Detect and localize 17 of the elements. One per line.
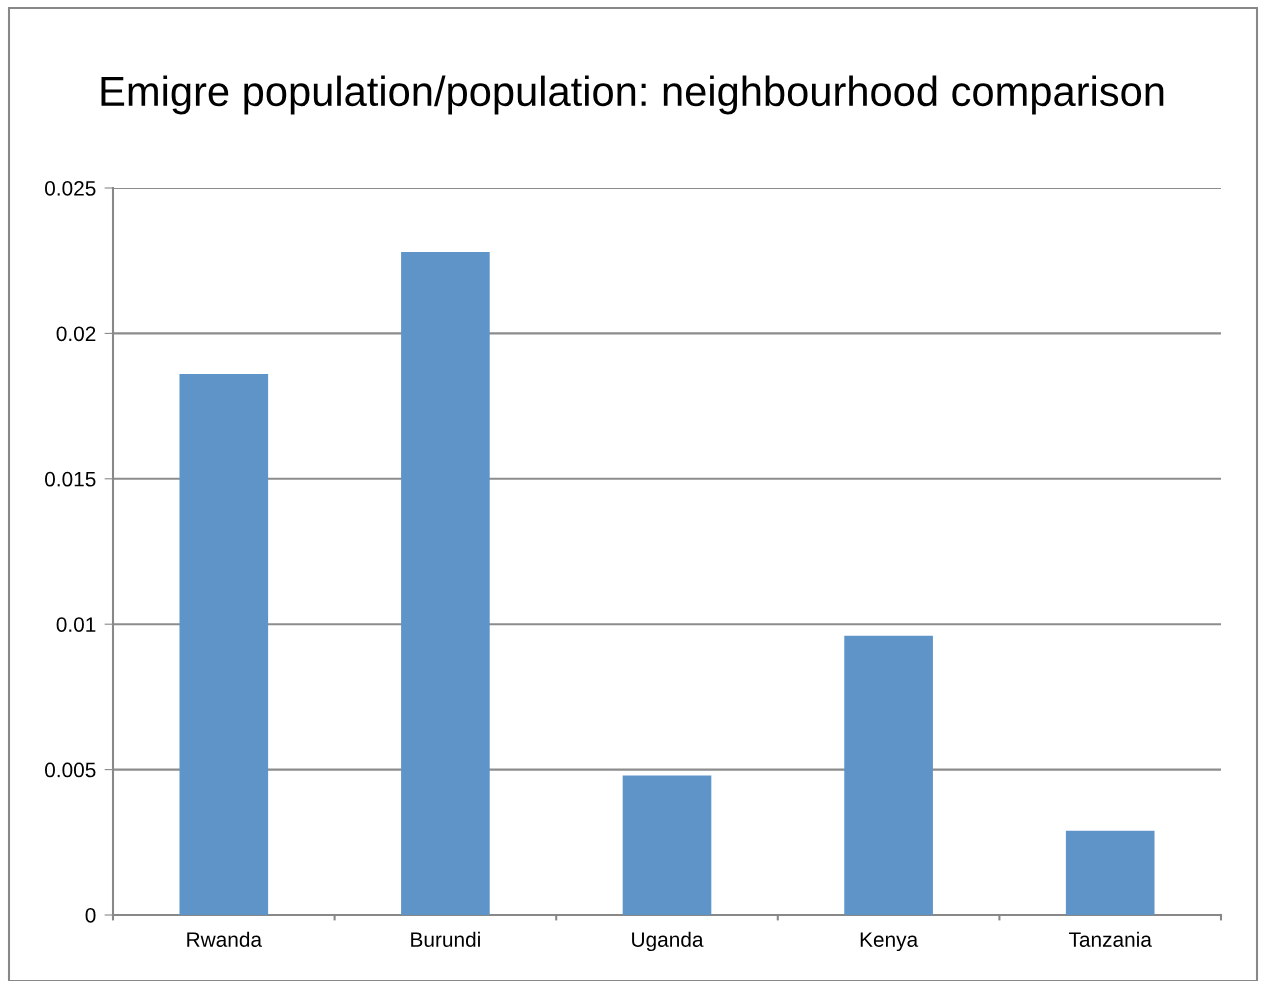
x-tick-label: Rwanda (187, 931, 263, 947)
bar (622, 775, 712, 915)
bar (401, 251, 490, 915)
x-tick-label: Tanzania (1068, 931, 1152, 947)
y-tick-label: 0 (85, 908, 96, 923)
x-tick-label: Kenya (860, 932, 919, 952)
y-tick-label: 0.015 (45, 471, 96, 487)
bar (179, 374, 269, 915)
y-tick-label: 0.025 (45, 181, 96, 196)
x-tick-label: Uganda (632, 931, 704, 952)
y-tick-label: 0.01 (56, 617, 96, 632)
bar (1065, 830, 1155, 915)
y-tick-label: 0.02 (56, 326, 96, 342)
bar (844, 635, 933, 915)
y-tick-label: 0.005 (45, 762, 96, 778)
chart-title: Emigre population/population: neighbourhood comparison (101, 75, 1164, 115)
x-tick-label: Burundi (411, 931, 480, 947)
